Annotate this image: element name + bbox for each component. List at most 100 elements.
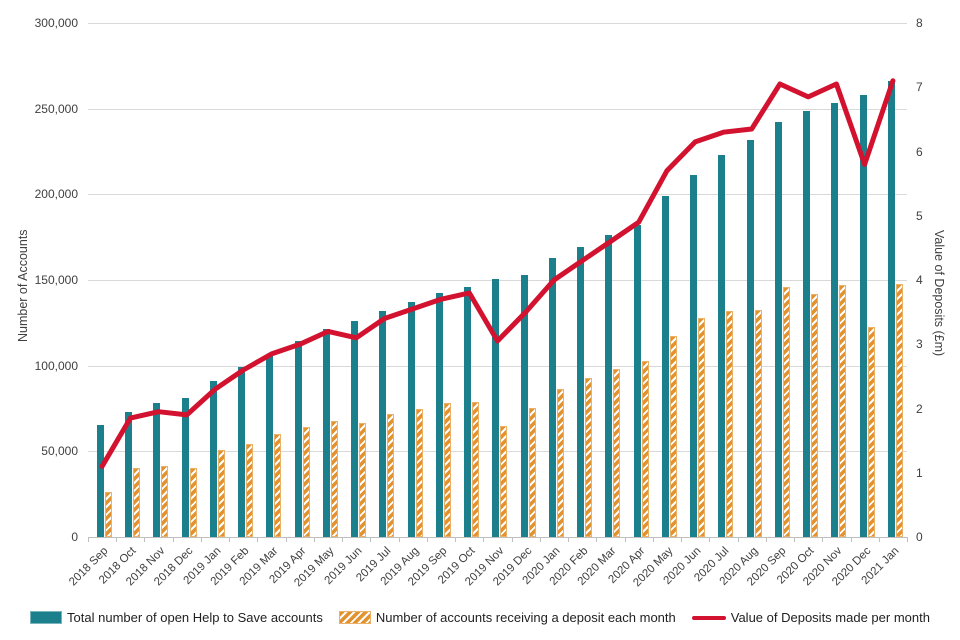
open-accounts-bar bbox=[548, 257, 556, 537]
open-accounts-bar bbox=[492, 279, 500, 537]
deposit-accounts-bar bbox=[133, 468, 141, 537]
x-axis-line bbox=[88, 537, 907, 538]
x-axis-tick bbox=[88, 537, 89, 542]
open-accounts-bar bbox=[831, 102, 839, 537]
x-axis-tick bbox=[285, 537, 287, 542]
deposit-accounts-bar bbox=[698, 317, 706, 537]
deposit-accounts-bar bbox=[472, 401, 480, 537]
x-axis-tick bbox=[765, 537, 767, 542]
legend-item-open-accounts: Total number of open Help to Save accoun… bbox=[30, 610, 323, 625]
deposit-accounts-bar bbox=[811, 293, 819, 537]
deposit-accounts-bar bbox=[867, 327, 875, 537]
deposit-accounts-bar bbox=[359, 423, 367, 537]
deposit-accounts-bar bbox=[556, 388, 564, 537]
right-axis-tick-label: 7 bbox=[916, 80, 923, 95]
deposit-accounts-bar bbox=[669, 335, 677, 537]
open-accounts-bar bbox=[661, 196, 669, 537]
open-accounts-bar bbox=[322, 328, 330, 537]
left-axis-tick-label: 250,000 bbox=[34, 101, 78, 116]
x-axis-tick bbox=[596, 537, 598, 542]
open-accounts-bar bbox=[266, 354, 274, 537]
x-axis-tick bbox=[568, 537, 570, 542]
x-axis-tick bbox=[172, 537, 174, 542]
red-line-swatch-icon bbox=[691, 615, 726, 620]
deposit-accounts-bar bbox=[415, 408, 423, 537]
deposit-accounts-bar bbox=[302, 427, 310, 537]
open-accounts-bar bbox=[746, 140, 754, 537]
deposit-accounts-bar bbox=[641, 361, 649, 537]
open-accounts-bar bbox=[633, 225, 641, 537]
open-accounts-bar bbox=[181, 398, 189, 537]
teal-bar-swatch-icon bbox=[30, 611, 63, 624]
open-accounts-bar bbox=[97, 424, 104, 537]
x-axis-tick bbox=[229, 537, 231, 542]
gridline bbox=[88, 108, 907, 110]
open-accounts-bar bbox=[435, 292, 443, 537]
deposit-accounts-bar bbox=[754, 309, 762, 537]
right-axis-tick-label: 6 bbox=[916, 144, 923, 159]
deposit-accounts-bar bbox=[839, 285, 847, 537]
open-accounts-bar bbox=[690, 175, 698, 537]
open-accounts-bar bbox=[859, 94, 867, 537]
open-accounts-bar bbox=[153, 403, 161, 537]
open-accounts-bar bbox=[125, 411, 133, 537]
legend: Total number of open Help to Save accoun… bbox=[0, 610, 960, 625]
open-accounts-bar bbox=[605, 235, 613, 537]
open-accounts-bar bbox=[774, 122, 782, 537]
x-axis-tick bbox=[539, 537, 541, 542]
left-axis-tick-label: 150,000 bbox=[34, 273, 78, 287]
open-accounts-bar bbox=[351, 321, 359, 537]
x-axis-tick bbox=[370, 537, 372, 542]
left-axis-tick-label: 0 bbox=[71, 530, 78, 544]
right-axis-tick-label: 4 bbox=[916, 273, 923, 287]
legend-label-open-accounts: Total number of open Help to Save accoun… bbox=[67, 610, 323, 625]
x-axis-tick bbox=[483, 537, 485, 542]
deposit-accounts-bar bbox=[387, 413, 395, 537]
x-axis-tick bbox=[455, 537, 457, 542]
right-axis-tick-label: 0 bbox=[916, 530, 923, 544]
deposits-line-path bbox=[99, 78, 896, 469]
deposit-accounts-bar bbox=[217, 450, 225, 537]
x-axis-tick bbox=[426, 537, 428, 542]
open-accounts-bar bbox=[209, 381, 217, 537]
left-axis-tick-label: 300,000 bbox=[34, 16, 78, 30]
gridline bbox=[88, 194, 907, 196]
deposit-accounts-bar bbox=[782, 286, 790, 537]
deposit-accounts-bar bbox=[500, 425, 508, 537]
open-accounts-bar bbox=[407, 302, 415, 537]
right-axis-tick-label: 8 bbox=[916, 16, 923, 30]
open-accounts-bar bbox=[238, 367, 246, 537]
right-axis-title: Value of Deposits (£m) bbox=[932, 230, 946, 357]
x-axis-tick bbox=[878, 537, 880, 542]
x-axis-tick bbox=[144, 537, 146, 542]
deposit-accounts-bar bbox=[246, 443, 254, 537]
left-axis-tick-label: 100,000 bbox=[34, 358, 78, 373]
right-axis-tick-label: 1 bbox=[916, 465, 923, 480]
x-axis-tick bbox=[342, 537, 344, 542]
deposit-accounts-bar bbox=[161, 465, 169, 537]
right-axis-tick-label: 3 bbox=[916, 337, 923, 352]
deposit-accounts-bar bbox=[613, 369, 621, 537]
open-accounts-bar bbox=[577, 246, 585, 537]
legend-item-deposit-accounts: Number of accounts receiving a deposit e… bbox=[338, 610, 676, 625]
x-axis-tick bbox=[709, 537, 711, 542]
x-axis-tick bbox=[794, 537, 796, 542]
x-axis-tick bbox=[652, 537, 654, 542]
legend-item-deposit-value: Value of Deposits made per month bbox=[691, 610, 930, 625]
x-axis-tick bbox=[822, 537, 824, 542]
deposit-accounts-bar bbox=[189, 467, 197, 537]
open-accounts-bar bbox=[803, 111, 811, 537]
deposit-accounts-bar bbox=[105, 492, 112, 537]
gridline bbox=[88, 23, 907, 24]
deposits-line bbox=[99, 78, 896, 469]
deposit-accounts-bar bbox=[585, 377, 593, 537]
hatched-bar-swatch-icon bbox=[338, 611, 371, 624]
right-axis-tick-label: 5 bbox=[916, 208, 923, 223]
x-axis-tick bbox=[681, 537, 683, 542]
x-axis-tick bbox=[200, 537, 202, 542]
legend-label-deposit-accounts: Number of accounts receiving a deposit e… bbox=[375, 610, 676, 625]
deposit-accounts-bar bbox=[330, 421, 338, 537]
x-axis-tick bbox=[737, 537, 739, 542]
deposit-accounts-bar bbox=[274, 434, 282, 537]
